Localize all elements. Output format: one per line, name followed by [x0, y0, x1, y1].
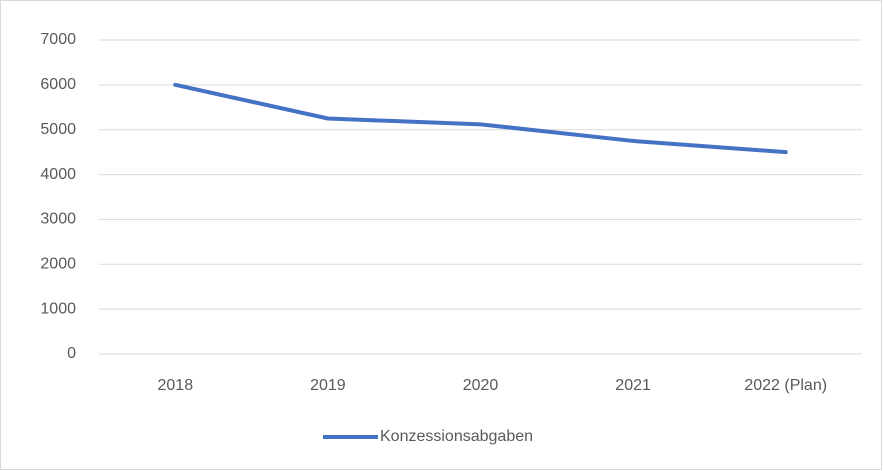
x-tick-label: 2018 [158, 377, 194, 394]
line-series [173, 82, 788, 155]
y-tick-label: 3000 [40, 211, 76, 228]
x-tick-label: 2022 (Plan) [744, 377, 827, 394]
y-tick-label: 5000 [40, 121, 76, 138]
x-tick-label: 2021 [615, 377, 651, 394]
x-tick-label: 2019 [310, 377, 346, 394]
x-tick-label: 2020 [463, 377, 499, 394]
y-tick-label: 7000 [40, 31, 76, 48]
y-tick-label: 4000 [40, 166, 76, 183]
y-tick-label: 2000 [40, 256, 76, 273]
y-tick-label: 0 [67, 345, 76, 362]
y-tick-label: 6000 [40, 76, 76, 93]
y-tick-label: 1000 [40, 300, 76, 317]
legend-label: Konzessionsabgaben [380, 428, 533, 445]
